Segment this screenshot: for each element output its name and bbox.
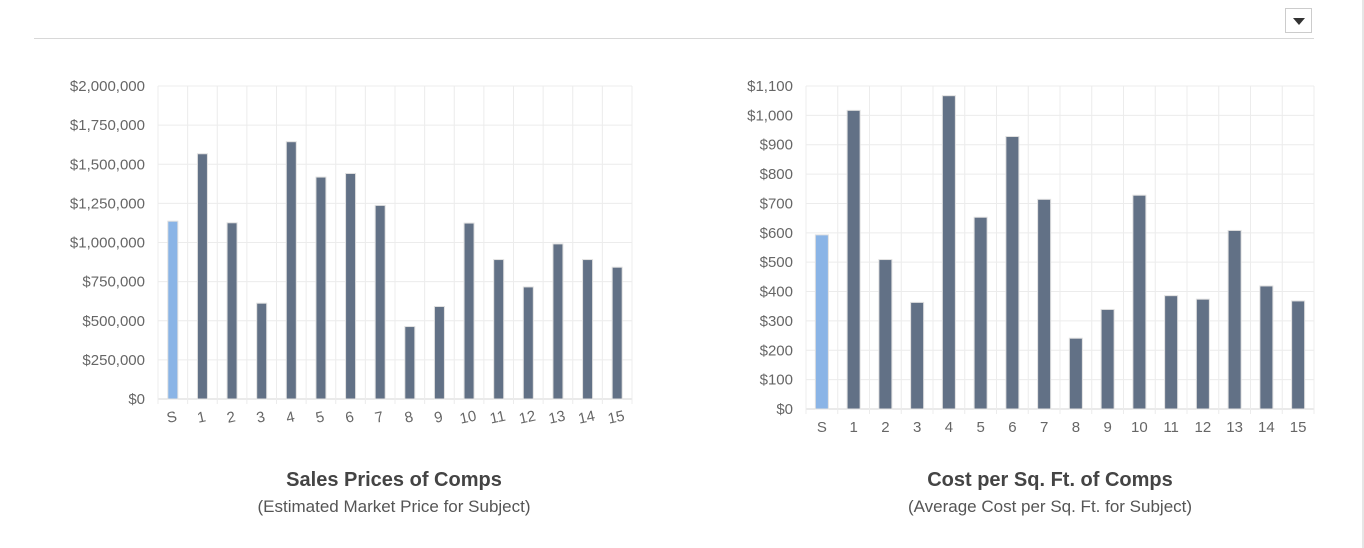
chart-2-y-tick-label: $500 [760,254,793,271]
chart-2-caption: Cost per Sq. Ft. of Comps (Average Cost … [800,469,1300,517]
chart-2-y-tick-label: $1,100 [747,78,793,95]
chart-1-bar-12 [522,286,534,400]
chart-1-x-tick-label: 9 [433,408,445,426]
chart-2-y-tick-label: $900 [760,137,793,154]
chart-2-bar-9 [1100,308,1115,410]
chart-2-x-tick-label: 2 [881,419,889,436]
chart-1-x-tick-label: 8 [403,408,415,426]
chart-1-x-tick-label: 13 [547,408,567,428]
chart-2-bar-15 [1291,300,1306,410]
chart-2-y-tick-label: $200 [760,342,793,359]
chart-2-x-tick-label: 8 [1072,419,1080,436]
chart-1-bar-S [167,220,179,400]
chart-2-x-tick-label: S [817,419,827,436]
chart-1-y-tick-label: $0 [128,391,145,408]
chart-2-x-tick-label: 12 [1195,419,1212,436]
chart-2-bar-S [814,234,829,410]
chart-1-bar-6 [345,172,357,400]
chart-2-x-tick-label: 3 [913,419,921,436]
chart-2-y-tick-label: $1,000 [747,107,793,124]
chart-1-bar-7 [374,204,386,400]
chart-1-x-tick-label: 10 [458,408,478,428]
chart-1-bar-14 [582,259,594,400]
chart-2-subtitle: (Average Cost per Sq. Ft. for Subject) [907,497,1193,516]
chart-2-bar-7 [1037,198,1052,410]
chart-1-x-tick-label: 15 [606,408,626,428]
chart-2-x-tick-label: 11 [1163,419,1179,436]
chart-1-x-tick-label: 2 [225,408,237,426]
chart-1-bar-13 [552,243,564,400]
chart-1-bar-3 [256,302,268,400]
chart-2-x-tick-label: 13 [1226,419,1243,436]
chart-1-y-tick-label: $750,000 [82,274,145,291]
chart-2-y-tick-label: $600 [760,225,793,242]
chart-2-x-tick-label: 5 [976,419,984,436]
chart-2-bar-11 [1164,295,1179,410]
chart-2-x-tick-label: 14 [1258,419,1275,436]
chart-2-x-tick-label: 9 [1103,419,1111,436]
chart-2-y-tick-label: $700 [760,195,793,212]
chart-1-y-tick-label: $250,000 [82,352,145,369]
chart-2-x-tick-label: 6 [1008,419,1016,436]
chart-2-bar-10 [1132,194,1147,410]
scrollbar[interactable] [1362,0,1364,548]
chart-1-bar-5 [315,176,327,400]
chart-2-bar-1 [846,109,861,410]
chart-2-y-tick-label: $800 [760,166,793,183]
chart-2-title: Cost per Sq. Ft. of Comps [927,469,1173,491]
chart-1-caption: Sales Prices of Comps (Estimated Market … [144,469,644,517]
chart-2-bar-5 [973,216,988,410]
chart-2-x-tick-label: 7 [1040,419,1048,436]
chart-2-x-tick-label: 4 [945,419,953,436]
chart-1-y-tick-label: $500,000 [82,313,145,330]
chart-2-y-tick-label: $0 [776,401,793,418]
chart-1-x-tick-label: 1 [196,408,208,426]
chart-1-bar-2 [226,222,238,400]
chart-1-x-tick-label: S [165,408,178,427]
chart-1-title: Sales Prices of Comps [286,469,502,491]
chart-1-x-tick-label: 11 [488,408,507,428]
chevron-down-icon[interactable] [1285,8,1312,33]
chart-1-y-tick-label: $1,750,000 [70,117,145,134]
chart-1-bar-10 [463,222,475,400]
chart-1-x-tick-label: 7 [373,408,385,426]
chart-1-bar-1 [196,153,208,400]
chart-2-y-tick-label: $400 [760,284,793,301]
chart-2-bar-4 [941,95,956,410]
chart-2-bar-2 [878,259,893,410]
chart-2-x-tick-label: 1 [849,419,857,436]
chart-2-bar-6 [1005,136,1020,410]
chart-1-bar-4 [285,141,297,400]
chart-2-bar-8 [1068,337,1083,410]
chart-1-x-tick-label: 3 [255,408,267,426]
chart-1-x-tick-label: 14 [577,408,597,428]
chart-1-bar-8 [404,326,416,400]
chart-1-subtitle: (Estimated Market Price for Subject) [257,497,531,516]
chart-2-x-tick-label: 15 [1290,419,1307,436]
chart-1-y-tick-label: $1,500,000 [70,156,145,173]
chart-2-y-tick-label: $300 [760,313,793,330]
chart-1-y-tick-label: $2,000,000 [70,78,145,95]
chart-2-bar-3 [910,301,925,410]
chart-1-y-tick-label: $1,250,000 [70,195,145,212]
chart-2-bar-12 [1195,298,1210,410]
chart-2-x-tick-label: 10 [1131,419,1148,436]
chart-1-x-tick-label: 5 [314,408,326,426]
header-divider [34,38,1314,39]
chart-2-y-tick-label: $100 [760,372,793,389]
chart-1-bar-9 [433,306,445,400]
chart-2-bar-14 [1259,285,1274,410]
chart-1-x-tick-label: 6 [344,408,356,426]
chart-1-bar-11 [493,259,505,400]
chart-2-bar-13 [1227,229,1242,410]
chart-1-x-tick-label: 4 [285,408,297,426]
chart-1-x-tick-label: 12 [517,408,537,428]
chart-1-bar-15 [611,266,623,400]
chart-1-y-tick-label: $1,000,000 [70,235,145,252]
